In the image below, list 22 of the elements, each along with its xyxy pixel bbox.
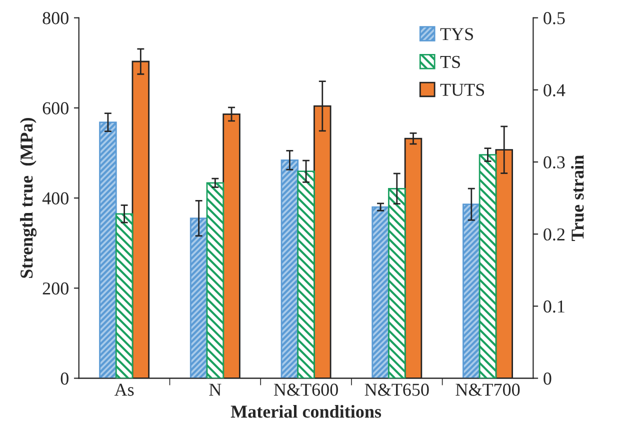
y2-tick-label: 0.4 [544,84,566,96]
y2-tick-label: 0.3 [544,156,565,168]
y2-tick-label: 0.2 [544,228,564,241]
x-tick-label: N&T650 [364,384,429,396]
y2-axis-title: True strain [571,155,584,241]
legend-label: TS [440,56,460,68]
y-axis-title: Strength true (MPa) [20,118,37,278]
y2-tick-label: 0.1 [544,300,564,313]
x-tick-label: N [209,384,222,396]
y-tick-label: 200 [42,282,68,295]
y2-tick-label: 0 [544,372,552,385]
y2-tick-label: 0.5 [544,12,565,24]
legend-label: TYS [440,28,473,40]
y-tick-label: 0 [60,372,68,385]
legend-label: TUTS [440,84,484,96]
y-tick-label: 800 [42,12,68,24]
y-tick-label: 600 [42,102,68,114]
y-tick-label: 400 [42,192,68,204]
x-axis-title: Material conditions [230,405,382,418]
x-tick-label: As [114,384,134,396]
x-tick-label: N&T700 [456,384,520,396]
x-tick-label: N&T600 [274,384,338,396]
